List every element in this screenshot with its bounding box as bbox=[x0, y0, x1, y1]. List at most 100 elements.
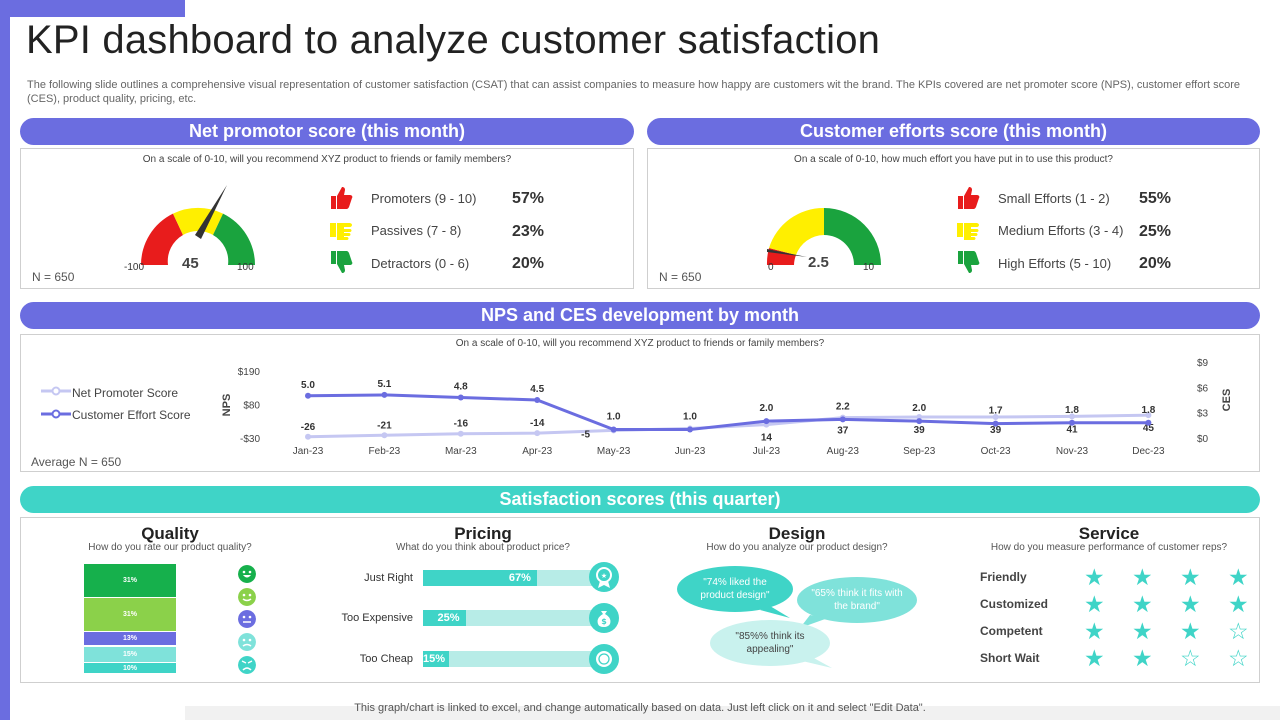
footer-note: This graph/chart is linked to excel, and… bbox=[354, 702, 926, 714]
service-row-label: Customized bbox=[980, 597, 1049, 611]
empty-star-icon: ☆ bbox=[1180, 645, 1201, 671]
nps-data-label: 39 bbox=[914, 425, 926, 436]
nps-point bbox=[916, 413, 923, 420]
y-tick-label: -$30 bbox=[240, 434, 260, 445]
very-happy-face-icon bbox=[238, 565, 256, 583]
x-tick-label: Jun-23 bbox=[675, 446, 706, 457]
satisfaction-panel bbox=[20, 517, 1260, 683]
ces-data-label: 2.0 bbox=[759, 403, 773, 414]
x-tick-label: May-23 bbox=[597, 446, 631, 457]
filled-star-icon: ★ bbox=[1084, 564, 1105, 590]
nps-row-label: Passives (7 - 8) bbox=[371, 223, 462, 238]
ces-point bbox=[381, 391, 388, 398]
ces-point bbox=[1069, 419, 1075, 426]
nps-data-label: -21 bbox=[377, 420, 392, 431]
quality-segment: 15% bbox=[84, 646, 176, 663]
ces-row-label: Small Efforts (1 - 2) bbox=[998, 191, 1110, 206]
nps-gauge-value: 45 bbox=[182, 255, 199, 272]
trend-panel: On a scale of 0-10, will you recommend X… bbox=[20, 334, 1260, 472]
nps-gauge-max: 100 bbox=[237, 262, 254, 273]
x-tick-label: Apr-23 bbox=[522, 446, 552, 457]
ces-data-label: 4.5 bbox=[530, 384, 544, 395]
design-bubble-shapes bbox=[677, 566, 917, 668]
quality-title: Quality bbox=[141, 524, 199, 543]
satisfaction-header: Satisfaction scores (this quarter) bbox=[20, 486, 1260, 513]
pricing-bar-fill: 67% bbox=[423, 570, 537, 586]
pricing-title: Pricing bbox=[454, 524, 512, 543]
design-question: How do you analyze our product design? bbox=[706, 542, 888, 553]
thumbs-side-icon bbox=[957, 223, 979, 240]
ces-header: Customer efforts score (this month) bbox=[647, 118, 1260, 145]
nps-question: On a scale of 0-10, will you recommend X… bbox=[142, 154, 512, 165]
nps-gauge-min: -100 bbox=[124, 262, 145, 273]
top-accent-band bbox=[0, 0, 185, 17]
ces-point bbox=[305, 392, 311, 399]
legend-nps-label: Net Promoter Score bbox=[72, 386, 179, 400]
filled-star-icon: ★ bbox=[1084, 645, 1105, 671]
thumbs-up-icon bbox=[331, 187, 353, 209]
ces-panel: On a scale of 0-10, how much effort you … bbox=[647, 148, 1260, 289]
ces-sample-size: N = 650 bbox=[659, 270, 702, 284]
design-bubble-liked: "74% liked the product design" bbox=[700, 577, 770, 601]
quality-question: How do you rate our product quality? bbox=[88, 542, 252, 553]
nps-sample-size: N = 650 bbox=[32, 270, 75, 284]
filled-star-icon: ★ bbox=[1132, 618, 1153, 644]
nps-row-value: 57% bbox=[512, 190, 545, 207]
pricing-bar-label: Just Right bbox=[364, 572, 413, 584]
angry-face-icon bbox=[238, 656, 256, 674]
design-title: Design bbox=[768, 524, 826, 543]
nps-header: Net promotor score (this month) bbox=[20, 118, 634, 145]
nps-point bbox=[534, 430, 541, 437]
ces-point bbox=[687, 426, 693, 433]
ces-point bbox=[457, 394, 464, 401]
x-tick-label: Aug-23 bbox=[827, 446, 860, 457]
y-axis-label: NPS bbox=[221, 394, 233, 417]
service-row-label: Competent bbox=[980, 624, 1043, 638]
ces-row-value: 20% bbox=[1139, 255, 1172, 272]
filled-star-icon: ★ bbox=[1180, 564, 1201, 590]
design-bubble-appealing: "85%% think its appealing" bbox=[735, 631, 805, 655]
legend-ces-marker bbox=[41, 409, 71, 419]
nps-row-label: Promoters (9 - 10) bbox=[371, 191, 477, 206]
pricing-bar-label: Too Cheap bbox=[359, 653, 413, 665]
x-tick-label: Mar-23 bbox=[445, 446, 477, 457]
y2-tick-label: $9 bbox=[1197, 358, 1209, 369]
nps-row-value: 20% bbox=[512, 255, 545, 272]
y2-tick-label: $0 bbox=[1197, 434, 1209, 445]
quality-segment: 13% bbox=[84, 632, 176, 647]
nps-panel: On a scale of 0-10, will you recommend X… bbox=[20, 148, 634, 289]
filled-star-icon: ★ bbox=[1228, 591, 1249, 617]
nps-point bbox=[1145, 412, 1152, 419]
x-tick-label: Jan-23 bbox=[293, 446, 324, 457]
filled-star-icon: ★ bbox=[1084, 591, 1105, 617]
nps-data-label: -16 bbox=[454, 419, 469, 430]
neutral-face-icon bbox=[238, 610, 256, 628]
filled-star-icon: ★ bbox=[1180, 591, 1201, 617]
ces-gauge-value: 2.5 bbox=[808, 254, 829, 271]
x-tick-label: Feb-23 bbox=[369, 446, 401, 457]
trend-chart: $190 $80 -$30 $9 $6 $3 $0 NPS CES Jan-23 Feb-23 Mar… bbox=[221, 358, 1233, 457]
ces-point bbox=[839, 416, 846, 423]
happy-face-icon bbox=[238, 588, 256, 606]
ces-gauge bbox=[766, 207, 881, 265]
ces-data-label: 1.8 bbox=[1141, 405, 1155, 416]
y2-tick-label: $3 bbox=[1197, 409, 1209, 420]
page-subtitle: The following slide outlines a comprehen… bbox=[27, 79, 1241, 105]
nps-point bbox=[381, 432, 388, 439]
pricing-bar-fill: 15% bbox=[423, 651, 449, 667]
filled-star-icon: ★ bbox=[1132, 591, 1153, 617]
design-bubble-fits-brand: "65% think it fits with the brand" bbox=[811, 588, 903, 612]
ces-data-label: 5.1 bbox=[377, 379, 391, 390]
legend-ces-label: Customer Effort Score bbox=[72, 408, 191, 422]
pricing-bar-label: Too Expensive bbox=[341, 612, 413, 624]
nps-data-label: -26 bbox=[301, 422, 316, 433]
filled-star-icon: ★ bbox=[1180, 618, 1201, 644]
filled-star-icon: ★ bbox=[1132, 564, 1153, 590]
thumbs-up-icon bbox=[958, 187, 980, 209]
x-tick-label: Nov-23 bbox=[1056, 446, 1089, 457]
service-row-label: Friendly bbox=[980, 570, 1027, 584]
nps-data-label: -5 bbox=[581, 429, 590, 440]
quality-segment: 10% bbox=[84, 663, 176, 674]
money-bag-icon: $ bbox=[589, 603, 619, 633]
filled-star-icon: ★ bbox=[1132, 645, 1153, 671]
